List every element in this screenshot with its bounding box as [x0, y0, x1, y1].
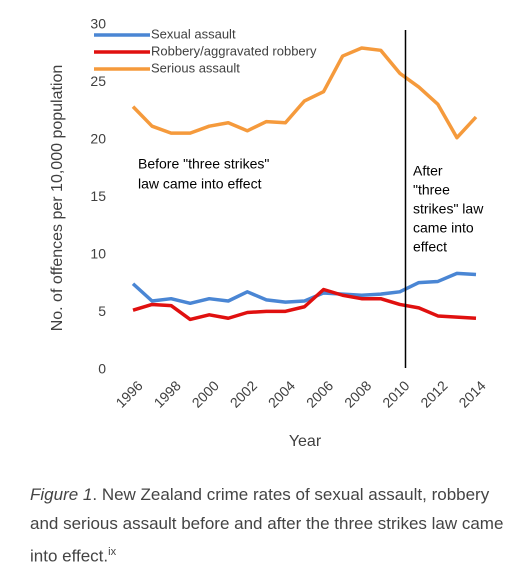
y-tick-label: 25	[90, 73, 106, 89]
annotation: effect	[413, 239, 447, 255]
y-tick-label: 30	[90, 16, 106, 32]
x-tick-label: 2000	[189, 377, 222, 410]
series-line	[131, 46, 478, 140]
x-tick-label: 2004	[265, 377, 298, 410]
x-axis-label: Year	[289, 433, 322, 450]
y-tick-label: 15	[90, 188, 106, 204]
x-tick-label: 1996	[112, 377, 145, 410]
annotation: law came into effect	[138, 176, 262, 192]
y-tick-label: 20	[90, 131, 106, 147]
x-tick-label: 2014	[455, 377, 488, 410]
y-tick-label: 5	[98, 303, 106, 319]
annotation: came into	[413, 220, 474, 236]
annotation: After	[413, 163, 443, 179]
y-axis-label: No. of offences per 10,000 population	[49, 65, 66, 332]
caption: Figure 1. New Zealand crime rates of sex…	[30, 480, 505, 571]
annotation: "three	[413, 182, 450, 198]
y-tick-label: 0	[98, 361, 106, 377]
y-tick-label: 10	[90, 246, 106, 262]
legend-label: Robbery/aggravated robbery	[151, 43, 317, 58]
annotation: Before "three strikes"	[138, 156, 269, 172]
caption-label: Figure 1	[30, 485, 93, 504]
x-tick-label: 2012	[417, 377, 450, 410]
x-tick-label: 2002	[227, 377, 260, 410]
series-line	[131, 271, 477, 306]
x-tick-label: 2008	[341, 377, 374, 410]
chart: Year No. of offences per 10,000 populati…	[49, 16, 489, 451]
x-tick-label: 1998	[151, 377, 184, 410]
x-tick-label: 2006	[303, 377, 336, 410]
series-line	[132, 287, 477, 322]
caption-text: . New Zealand crime rates of sexual assa…	[30, 485, 504, 566]
x-tick-label: 2010	[379, 377, 412, 410]
legend-label: Serious assault	[151, 60, 240, 75]
legend-label: Sexual assault	[151, 26, 236, 41]
annotation: strikes" law	[413, 201, 484, 217]
caption-sup: ix	[108, 546, 117, 558]
